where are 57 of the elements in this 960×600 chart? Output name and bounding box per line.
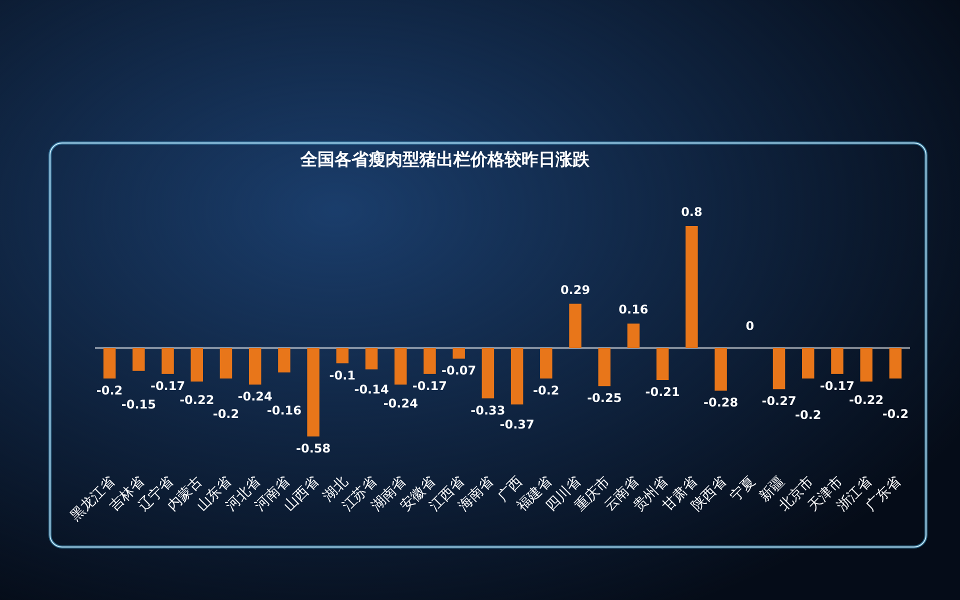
bar	[540, 348, 552, 378]
data-label: -0.58	[296, 441, 331, 456]
bar	[248, 348, 262, 385]
data-label: -0.24	[383, 396, 418, 410]
bar	[190, 348, 203, 382]
data-label: -0.24	[238, 390, 272, 404]
data-label: -0.22	[849, 392, 884, 407]
bar	[510, 348, 524, 404]
chart-title: 全国各省瘦肉型猪出栏价格较昨日涨跌	[300, 150, 590, 170]
data-label: 0.29	[560, 282, 590, 297]
bar	[220, 348, 232, 378]
data-label: -0.2	[96, 384, 123, 398]
data-label: -0.07	[442, 364, 476, 378]
data-label: -0.14	[354, 382, 389, 396]
bar	[686, 226, 698, 348]
bar	[598, 348, 610, 386]
bar	[772, 348, 786, 390]
bar	[394, 348, 407, 385]
data-label: -0.2	[882, 406, 909, 421]
bar	[860, 348, 872, 382]
data-label: -0.22	[180, 392, 214, 407]
data-label: -0.27	[762, 394, 796, 408]
bar	[482, 348, 494, 398]
data-label: -0.2	[212, 406, 240, 421]
bar	[889, 348, 902, 378]
bar	[802, 348, 814, 378]
data-label: -0.1	[329, 368, 356, 382]
bar	[569, 304, 582, 348]
bar	[307, 348, 320, 436]
bar	[714, 348, 727, 391]
data-label: 0.8	[681, 205, 702, 219]
data-label: -0.25	[587, 391, 622, 406]
data-label: 0	[746, 319, 754, 333]
data-label: -0.15	[121, 398, 156, 412]
data-label: 0.16	[618, 302, 648, 317]
x-tick-label: 宁夏	[728, 474, 759, 505]
data-label: -0.17	[150, 378, 186, 393]
data-label: -0.17	[412, 378, 448, 393]
bar	[336, 348, 349, 364]
bar	[424, 348, 436, 374]
bar	[365, 348, 378, 370]
bar	[627, 324, 640, 348]
bar	[162, 348, 174, 374]
bar	[831, 348, 844, 374]
data-label: -0.2	[795, 408, 822, 422]
bar	[103, 348, 116, 378]
data-label: -0.37	[500, 417, 534, 432]
data-label: -0.28	[704, 396, 738, 410]
data-label: -0.33	[470, 403, 506, 418]
data-label: -0.16	[266, 404, 302, 418]
bar	[656, 348, 669, 380]
data-label: -0.2	[533, 384, 560, 398]
data-label: -0.17	[820, 378, 855, 393]
bar	[278, 348, 290, 372]
bar	[452, 348, 465, 359]
bar	[132, 348, 145, 371]
data-label: -0.21	[645, 385, 680, 400]
